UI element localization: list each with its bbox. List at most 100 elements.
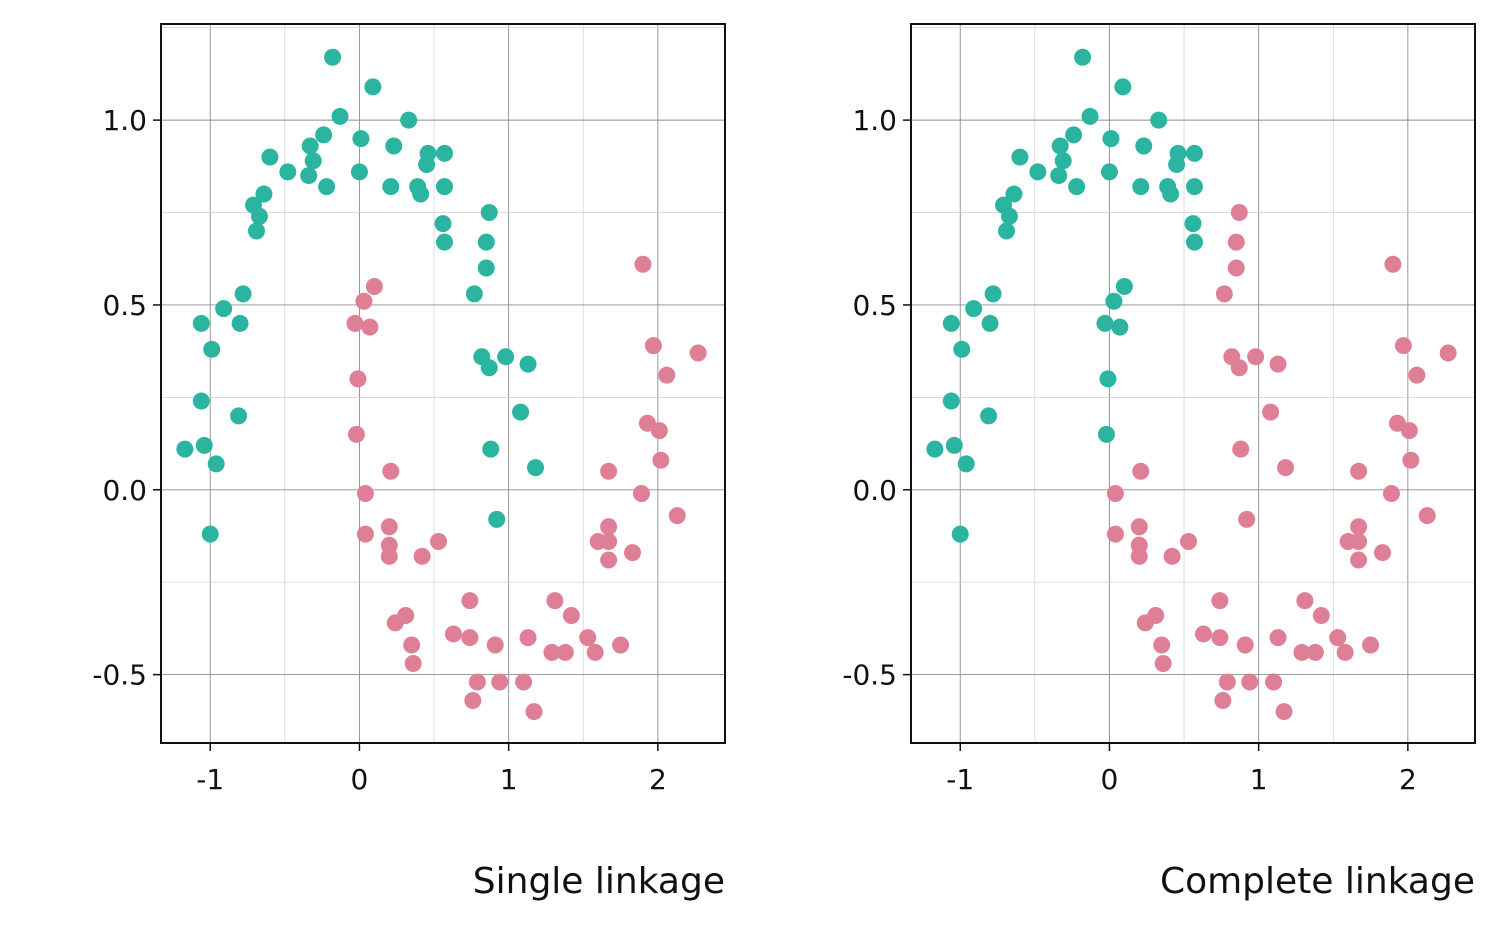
panel-complete-linkage: -1 0 1 2 -0.5 0.0 0.5 1.0 Complete linkage	[842, 23, 1476, 902]
data-point	[480, 359, 498, 377]
data-point	[525, 703, 543, 721]
data-point	[444, 625, 462, 643]
data-point	[1439, 344, 1457, 362]
y-tick-label: -0.5	[842, 659, 897, 692]
data-point	[1408, 366, 1426, 384]
data-point	[361, 318, 379, 336]
data-point	[600, 518, 618, 536]
data-point	[1111, 318, 1129, 336]
data-point	[356, 484, 374, 502]
series-1	[176, 48, 545, 543]
data-point	[1218, 673, 1236, 691]
data-point	[632, 484, 650, 502]
data-point	[1306, 643, 1324, 661]
data-point	[1136, 614, 1154, 632]
data-point	[207, 455, 225, 473]
data-point	[1269, 629, 1287, 647]
data-point	[364, 78, 382, 96]
data-point	[1236, 636, 1254, 654]
data-point	[600, 551, 618, 569]
data-point	[1065, 126, 1083, 144]
data-point	[435, 144, 453, 162]
data-point	[356, 525, 374, 543]
data-point	[350, 163, 368, 181]
data-point	[942, 314, 960, 332]
data-point	[1099, 370, 1117, 388]
data-point	[965, 300, 983, 318]
data-point	[1350, 533, 1368, 551]
data-point	[1214, 691, 1232, 709]
data-point	[1296, 592, 1314, 610]
data-point	[1362, 636, 1380, 654]
data-point	[1227, 233, 1245, 251]
data-point	[355, 292, 373, 310]
data-point	[1384, 255, 1402, 273]
data-point	[1215, 285, 1233, 303]
data-point	[945, 436, 963, 454]
data-point	[1241, 673, 1259, 691]
data-point	[382, 178, 400, 196]
data-point	[1185, 144, 1203, 162]
data-point	[234, 285, 252, 303]
data-point	[1269, 355, 1287, 373]
data-point	[1275, 703, 1293, 721]
data-point	[347, 425, 365, 443]
panel-title: Single linkage	[473, 861, 725, 902]
series-2	[1106, 204, 1457, 721]
data-point	[201, 525, 219, 543]
y-tick-label: 1.0	[852, 104, 897, 137]
data-point	[1029, 163, 1047, 181]
data-point	[315, 126, 333, 144]
data-point	[1418, 507, 1436, 525]
data-point	[957, 455, 975, 473]
data-point	[1097, 425, 1115, 443]
data-point	[634, 255, 652, 273]
grid	[161, 24, 725, 743]
data-point	[1102, 130, 1120, 148]
data-point	[1051, 137, 1069, 155]
data-point	[1329, 629, 1347, 647]
data-point	[984, 285, 1002, 303]
data-point	[331, 107, 349, 125]
data-point	[1350, 518, 1368, 536]
data-point	[997, 222, 1015, 240]
data-point	[380, 547, 398, 565]
data-point	[1132, 462, 1150, 480]
data-point	[261, 148, 279, 166]
data-point	[176, 440, 194, 458]
data-point	[1277, 459, 1295, 477]
data-point	[279, 163, 297, 181]
y-tick-label: 0.5	[852, 289, 897, 322]
data-point	[1100, 163, 1118, 181]
data-point	[1211, 592, 1229, 610]
data-point	[1163, 547, 1181, 565]
data-point	[1096, 314, 1114, 332]
data-point	[349, 370, 367, 388]
data-point	[1050, 167, 1068, 185]
data-point	[1114, 78, 1132, 96]
data-point	[195, 436, 213, 454]
panel-title: Complete linkage	[1160, 861, 1475, 902]
y-tick-label: -0.5	[92, 659, 147, 692]
plot-frame	[910, 23, 1476, 744]
data-point	[250, 207, 268, 225]
x-tick-label: 2	[1399, 763, 1417, 796]
x-tick-label: -1	[196, 763, 224, 796]
x-tick-label: 0	[351, 763, 369, 796]
data-point	[1054, 152, 1072, 170]
data-point	[1180, 533, 1198, 551]
data-point	[543, 643, 561, 661]
data-point	[300, 167, 318, 185]
data-point	[382, 462, 400, 480]
data-point	[412, 185, 430, 203]
data-point	[434, 215, 452, 233]
data-point	[461, 629, 479, 647]
data-point	[215, 300, 233, 318]
data-point	[1068, 178, 1086, 196]
data-point	[192, 314, 210, 332]
data-point	[1400, 422, 1418, 440]
data-point	[1232, 440, 1250, 458]
data-point	[1262, 403, 1280, 421]
data-point	[400, 111, 418, 129]
